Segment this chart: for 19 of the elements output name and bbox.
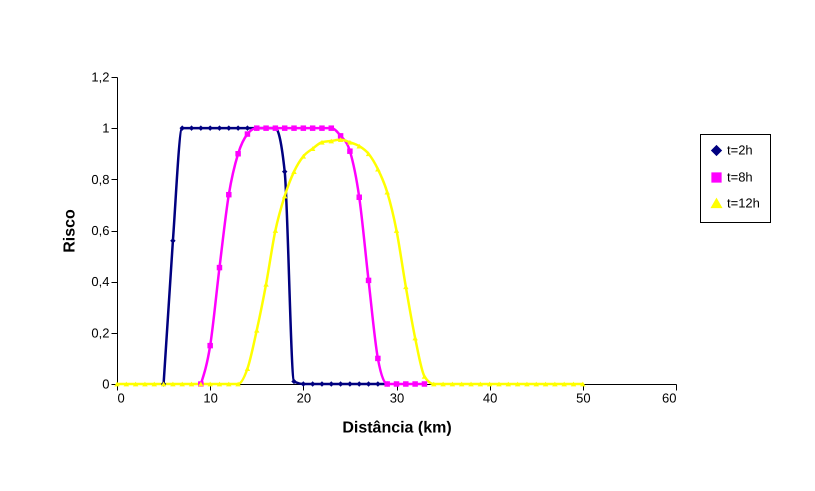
y-tick-label: 0,4 (91, 274, 110, 290)
x-tick-label: 0 (118, 390, 125, 406)
x-tick-label: 50 (576, 390, 591, 406)
x-tick-label: 10 (203, 390, 218, 406)
y-tick-label: 0,6 (91, 223, 110, 238)
y-axis-title: Risco (61, 208, 78, 253)
y-tick-label: 0,8 (91, 172, 110, 187)
y-tick-label: 1,2 (91, 70, 110, 84)
legend-label: t=12h (727, 196, 760, 210)
y-tick-label: 1 (102, 120, 110, 136)
x-tick-label: 30 (390, 390, 404, 406)
y-tick-label: 0,2 (91, 325, 110, 340)
x-tick-label: 40 (482, 390, 498, 406)
x-axis-title: Distância (km) (342, 420, 452, 436)
y-tick-label: 0 (102, 376, 110, 392)
legend-label: t=8h (727, 170, 753, 184)
legend-label: t=2h (727, 142, 753, 158)
x-tick-label: 60 (662, 390, 676, 406)
x-tick-label: 20 (296, 390, 312, 406)
